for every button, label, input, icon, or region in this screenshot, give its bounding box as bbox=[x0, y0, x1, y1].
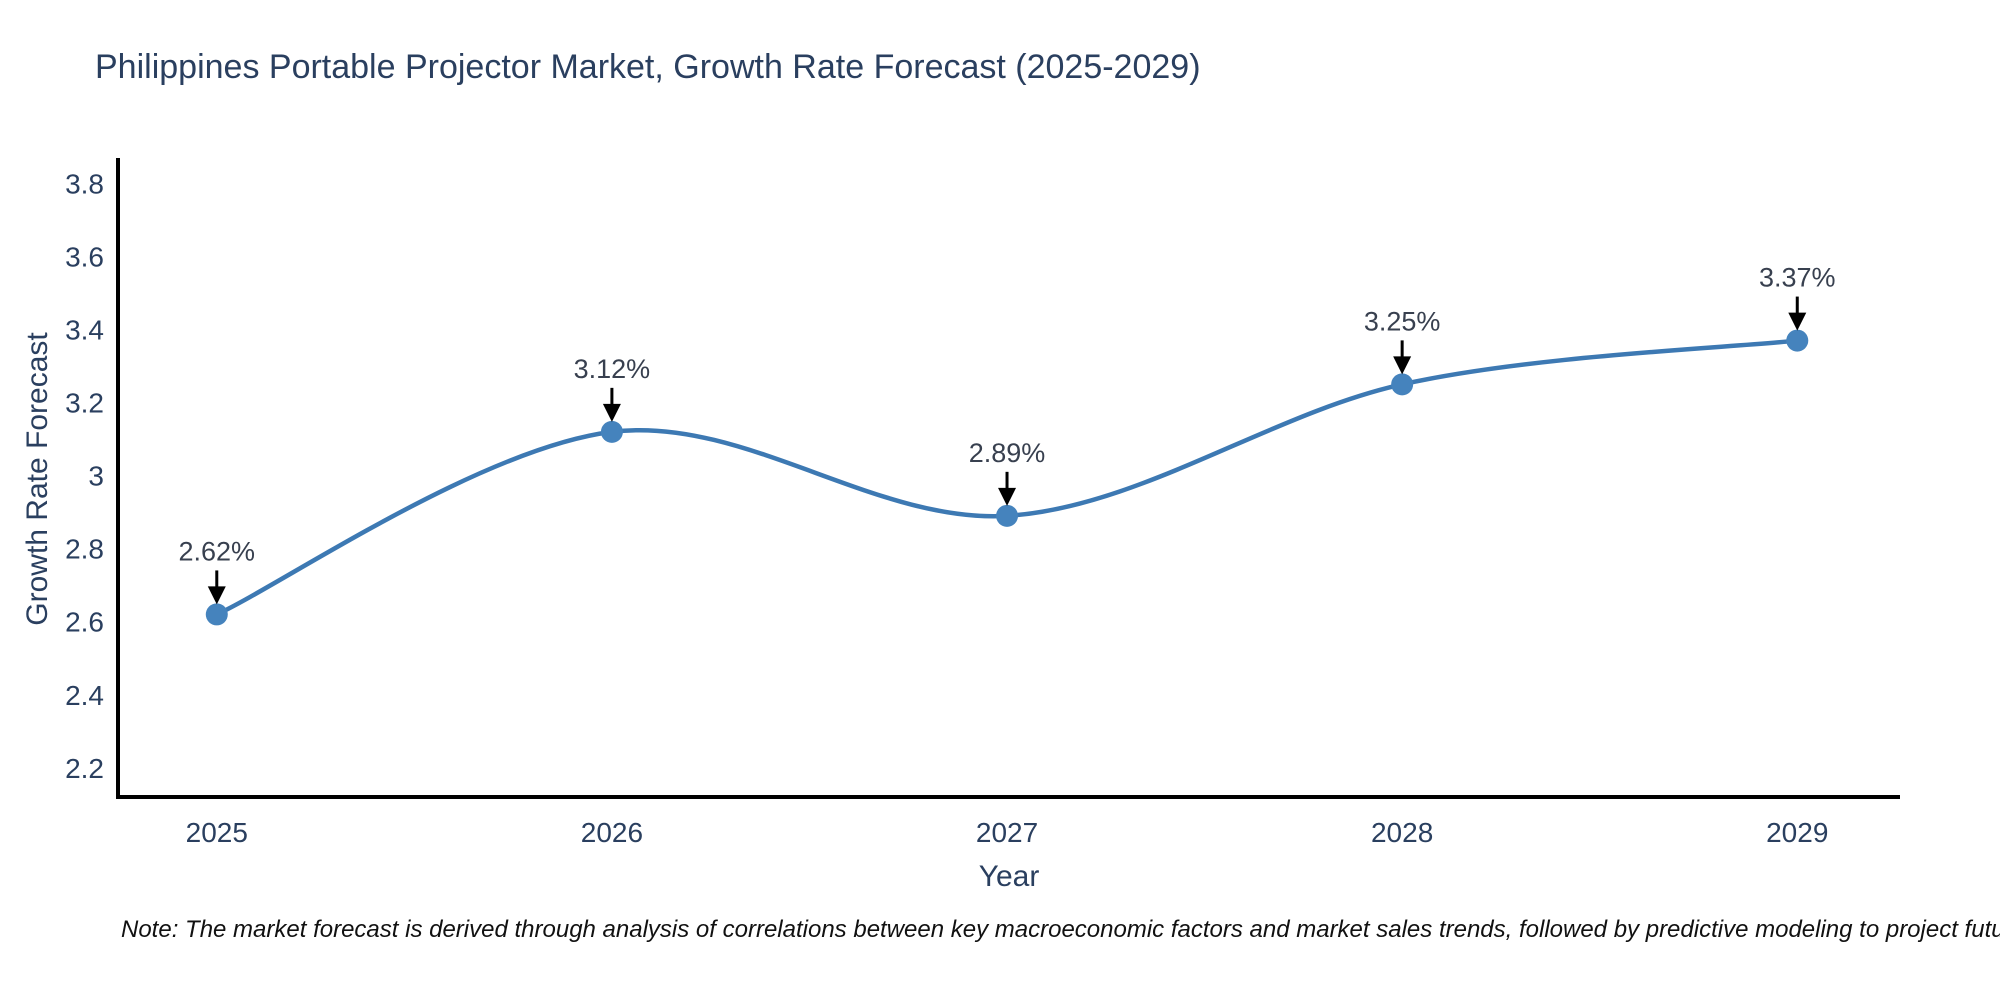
annotation-arrow-head bbox=[207, 586, 226, 605]
data-point-label: 2.62% bbox=[178, 536, 255, 566]
data-point-label: 3.25% bbox=[1364, 306, 1441, 336]
x-tick-label: 2025 bbox=[186, 817, 248, 848]
y-tick-label: 2.6 bbox=[65, 607, 104, 638]
data-point-label: 2.89% bbox=[969, 438, 1046, 468]
data-point-label: 3.12% bbox=[574, 354, 651, 384]
x-axis-title: Year bbox=[978, 860, 1040, 893]
annotation-arrow-head bbox=[1393, 356, 1412, 375]
annotation-arrow-head bbox=[1788, 312, 1807, 331]
data-point-marker bbox=[205, 603, 228, 626]
x-tick-label: 2026 bbox=[581, 817, 643, 848]
chart-title: Philippines Portable Projector Market, G… bbox=[95, 48, 1201, 86]
x-tick-label: 2029 bbox=[1766, 817, 1828, 848]
annotation-arrow-head bbox=[602, 403, 621, 422]
x-tick-label: 2028 bbox=[1371, 817, 1433, 848]
data-point-marker bbox=[996, 504, 1019, 527]
y-axis-title: Growth Rate Forecast bbox=[21, 332, 54, 626]
data-point-marker bbox=[1786, 329, 1809, 352]
data-point-marker bbox=[1391, 373, 1414, 396]
y-tick-label: 3.2 bbox=[65, 388, 104, 419]
y-tick-label: 2.4 bbox=[65, 680, 104, 711]
y-tick-label: 3.8 bbox=[65, 169, 104, 200]
y-tick-label: 2.8 bbox=[65, 534, 104, 565]
y-tick-label: 3.4 bbox=[65, 315, 104, 346]
y-tick-label: 3.6 bbox=[65, 242, 104, 273]
chart-footnote: Note: The market forecast is derived thr… bbox=[121, 916, 2000, 943]
annotation-arrow-head bbox=[998, 487, 1017, 506]
x-tick-label: 2027 bbox=[976, 817, 1038, 848]
y-tick-label: 2.2 bbox=[65, 753, 104, 784]
axis-lines bbox=[116, 158, 1900, 799]
data-point-label: 3.37% bbox=[1759, 263, 1836, 293]
data-point-marker bbox=[600, 420, 623, 443]
y-tick-label: 3 bbox=[88, 461, 104, 492]
